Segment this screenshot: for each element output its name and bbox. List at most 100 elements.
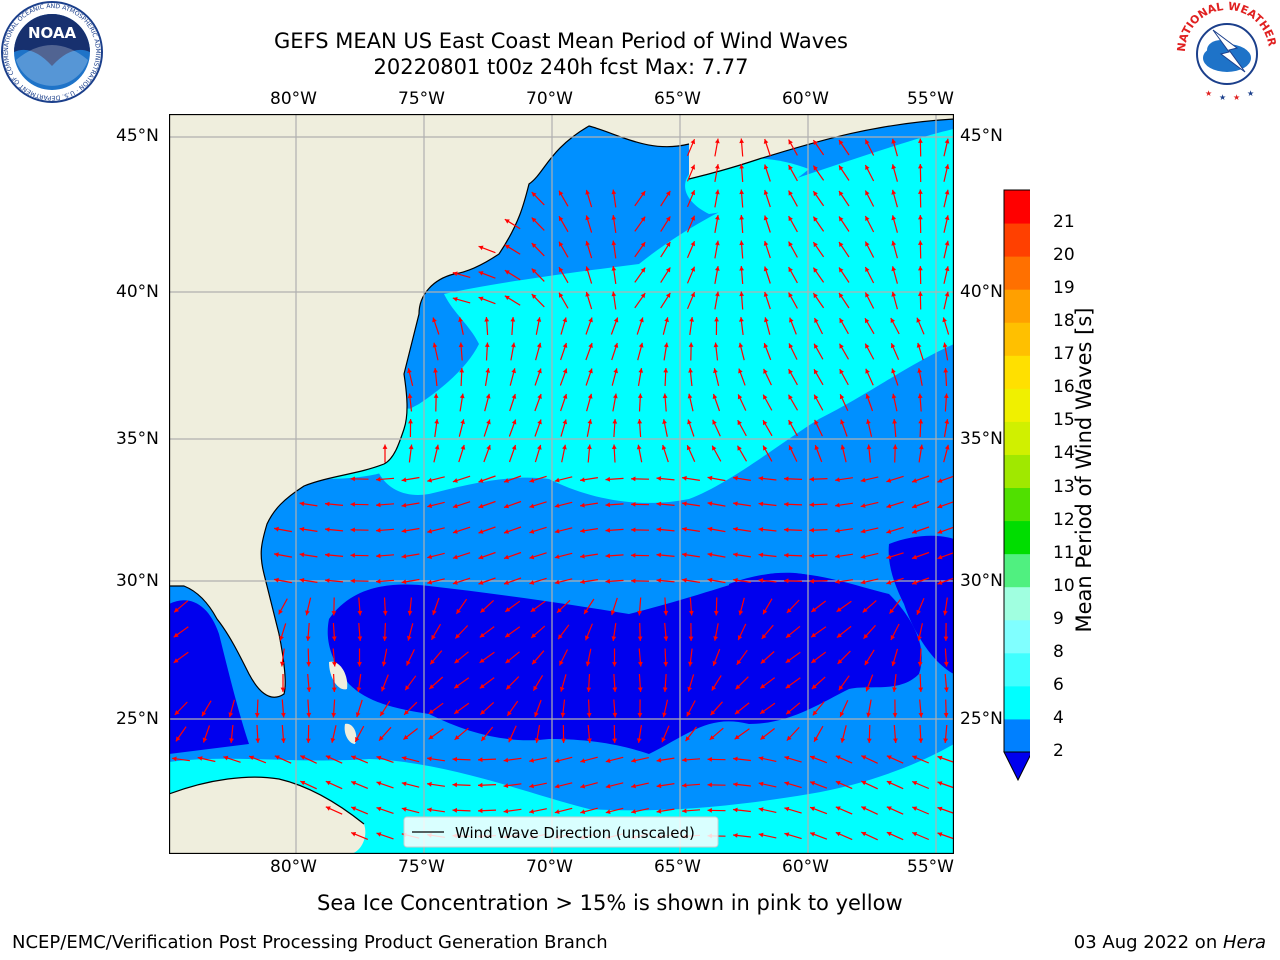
wind-arrow-head <box>531 217 537 223</box>
wind-arrow-head <box>760 683 766 689</box>
wind-arrow-head <box>937 554 943 560</box>
wind-arrow-head <box>532 659 537 665</box>
wind-arrow-head <box>738 610 744 616</box>
colorbar-label: Mean Period of Wind Waves [s] <box>1072 307 1096 633</box>
wind-arrow-head <box>281 738 286 743</box>
wind-arrow-head <box>174 607 179 613</box>
wind-arrow-head <box>202 737 208 743</box>
wind-arrow-head <box>686 445 692 451</box>
wind-arrow-head <box>504 529 509 534</box>
lon-label-top: 80°W <box>270 89 317 109</box>
wind-arrow-head <box>478 503 484 509</box>
wind-arrow-head <box>711 685 717 691</box>
wind-arrow-head <box>839 293 844 298</box>
wind-arrow-head <box>788 343 794 349</box>
wind-arrow-head <box>937 503 943 509</box>
wind-arrow-head <box>554 503 560 508</box>
wind-arrow-head <box>734 734 740 740</box>
wind-arrow-head <box>758 756 764 761</box>
wind-arrow-head <box>325 806 331 811</box>
wind-arrow-head <box>612 419 618 424</box>
wind-arrow-head <box>376 527 381 533</box>
legend-label: Wind Wave Direction (unscaled) <box>455 824 695 842</box>
colorbar-tick-label: 11 <box>1053 542 1075 563</box>
wind-arrow-head <box>452 478 458 483</box>
colorbar-segment <box>1004 619 1030 654</box>
wind-arrow-head <box>689 610 694 616</box>
wind-arrow-head <box>733 577 738 583</box>
lon-label-top: 65°W <box>654 89 701 109</box>
wind-arrow-head <box>690 139 695 145</box>
wind-arrow-head <box>865 139 870 145</box>
lat-label-left: 35°N <box>116 429 159 449</box>
wind-arrow-head <box>407 635 412 641</box>
wind-arrow-head <box>554 783 560 789</box>
wind-arrow-head <box>737 420 742 426</box>
wind-arrow-head <box>605 527 611 533</box>
wind-arrow-head <box>351 755 357 760</box>
wind-arrow-head <box>839 343 844 349</box>
wind-arrow-head <box>656 757 662 763</box>
wind-arrow-head <box>454 735 460 740</box>
wind-arrow-head <box>504 244 510 250</box>
wind-arrow-head <box>534 738 540 743</box>
wind-arrow-head <box>760 658 766 664</box>
wind-arrow-head <box>504 554 509 560</box>
wind-arrow-head <box>707 757 712 762</box>
wind-arrow-head <box>504 219 510 224</box>
wind-arrow-head <box>809 476 814 482</box>
wind-arrow-head <box>685 736 691 742</box>
wind-arrow-head <box>707 501 713 507</box>
wind-arrow-head <box>733 552 738 558</box>
svg-text:★: ★ <box>1247 89 1254 98</box>
lon-label-bottom: 80°W <box>270 857 317 877</box>
wind-arrow-head <box>631 783 636 789</box>
wind-arrow-head <box>554 477 560 483</box>
wind-arrow-head <box>665 292 671 298</box>
wind-arrow-head <box>306 687 312 692</box>
wind-arrow-head <box>688 636 694 641</box>
wind-arrow-head <box>613 317 619 323</box>
wind-arrow-head <box>690 241 695 247</box>
wind-arrow-head <box>585 266 590 272</box>
footer-credit: NCEP/EMC/Verification Post Processing Pr… <box>12 932 608 953</box>
wind-arrow-head <box>537 368 542 374</box>
wind-arrow-head <box>585 189 590 195</box>
wind-arrow-head <box>733 501 738 507</box>
wind-arrow-head <box>865 216 870 221</box>
wind-arrow-head <box>944 444 950 450</box>
wind-arrow-head <box>886 478 892 483</box>
colorbar-segment <box>1004 421 1030 455</box>
wind-arrow-head <box>401 477 407 483</box>
colorbar-tick-label: 18 <box>1053 311 1075 332</box>
wind-arrow-head <box>707 808 712 813</box>
wind-arrow-head <box>707 475 713 481</box>
wind-arrow-head <box>687 419 692 425</box>
wind-arrow-head <box>631 809 636 814</box>
wind-arrow-head <box>813 140 818 146</box>
wind-arrow-head <box>376 781 382 786</box>
wind-arrow-head <box>814 445 820 450</box>
land-bahamas <box>329 661 348 690</box>
wind-arrow-head <box>735 684 741 690</box>
wind-arrow-head <box>299 501 305 507</box>
colorbar-tick-label: 8 <box>1053 641 1064 662</box>
wind-arrow-head <box>943 738 948 743</box>
lon-label-top: 60°W <box>782 89 829 109</box>
wind-arrow-head <box>813 242 818 248</box>
wind-arrow-head <box>758 578 764 583</box>
colorbar-segment <box>1004 487 1030 522</box>
wind-arrow-head <box>401 756 407 761</box>
wind-arrow-head <box>892 419 897 424</box>
wind-arrow-head <box>537 419 542 425</box>
colorbar-segment <box>1004 718 1030 753</box>
wind-arrow-head <box>281 712 286 718</box>
wind-arrow-head <box>585 661 591 667</box>
lat-label-right: 45°N <box>960 126 1003 146</box>
wind-arrow-head <box>789 317 794 323</box>
wind-arrow-head <box>764 317 769 323</box>
wind-arrow-head <box>665 190 671 196</box>
map-frame <box>169 114 954 854</box>
wind-arrow-head <box>452 271 458 277</box>
wind-arrow-head <box>916 609 921 615</box>
